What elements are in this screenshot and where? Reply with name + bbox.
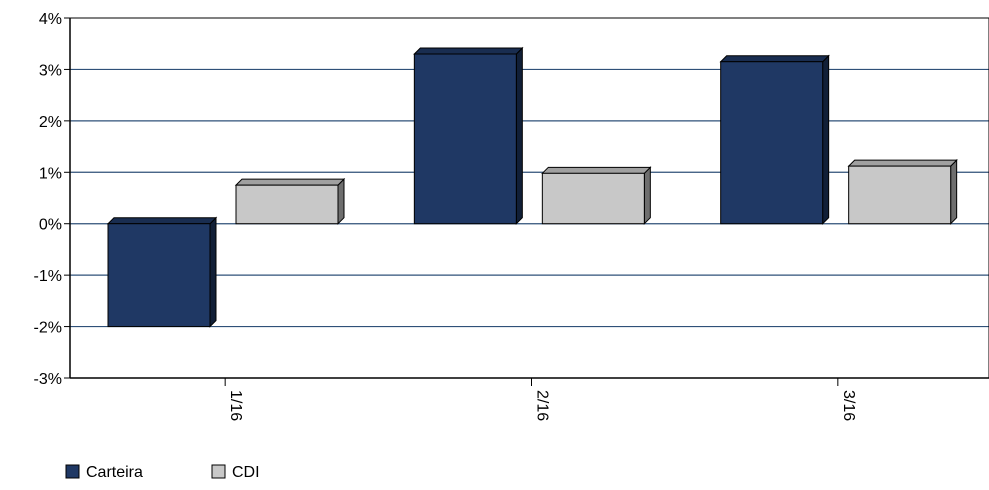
bar-side bbox=[515, 46, 523, 225]
bar-front bbox=[848, 165, 952, 225]
y-tick-label: 0% bbox=[39, 217, 62, 234]
x-tick-label: 2/16 bbox=[534, 390, 551, 421]
grid-lines bbox=[70, 68, 989, 328]
bar-side bbox=[822, 54, 830, 225]
legend-label-carteira: Carteira bbox=[86, 464, 143, 481]
bar-front bbox=[413, 53, 517, 225]
bar-side bbox=[950, 158, 958, 225]
bar-front bbox=[235, 184, 339, 225]
bar-top bbox=[413, 47, 524, 55]
bar-top bbox=[541, 166, 652, 174]
bar-front bbox=[541, 172, 645, 225]
legend-swatch-cdi bbox=[211, 464, 226, 479]
bar-cdi-1 bbox=[541, 166, 652, 225]
y-tick-label: 3% bbox=[39, 62, 62, 79]
bar-side bbox=[209, 216, 217, 328]
y-tick-label: -2% bbox=[34, 320, 62, 337]
x-tick-label: 3/16 bbox=[840, 390, 857, 421]
y-tick-label: -3% bbox=[34, 371, 62, 388]
y-axis-ticks: 4% 3% 2% 1% 0% -1% -2% -3% bbox=[34, 11, 70, 388]
bars-group bbox=[106, 46, 958, 328]
bar-top bbox=[106, 217, 218, 225]
legend-label-cdi: CDI bbox=[232, 464, 260, 481]
bar-top bbox=[847, 159, 958, 167]
y-tick-label: 4% bbox=[39, 11, 62, 28]
bar-front bbox=[720, 61, 824, 225]
bar-carteira-0 bbox=[106, 216, 218, 328]
bar-carteira-2 bbox=[719, 54, 830, 225]
bar-carteira-1 bbox=[413, 46, 524, 225]
legend: Carteira CDI bbox=[65, 464, 260, 481]
axes bbox=[69, 17, 989, 379]
x-tick-label: 1/16 bbox=[227, 390, 244, 421]
x-axis-ticks: 1/16 2/16 3/16 bbox=[224, 378, 857, 421]
y-tick-label: 2% bbox=[39, 114, 62, 131]
bar-top bbox=[719, 55, 830, 63]
legend-swatch-carteira bbox=[65, 464, 80, 479]
bar-cdi-0 bbox=[234, 177, 346, 225]
bar-top bbox=[234, 178, 346, 186]
bar-side bbox=[643, 166, 651, 225]
bar-front bbox=[107, 223, 211, 328]
bar-cdi-2 bbox=[847, 158, 958, 225]
y-tick-label: -1% bbox=[34, 268, 62, 285]
y-tick-label: 1% bbox=[39, 165, 62, 182]
bar-side bbox=[337, 177, 345, 225]
